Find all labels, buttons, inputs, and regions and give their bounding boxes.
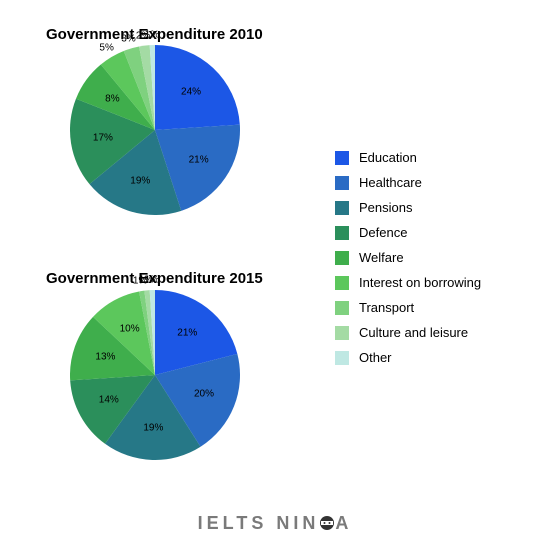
legend-swatch [335, 326, 349, 340]
legend-swatch [335, 301, 349, 315]
legend-label: Defence [359, 225, 407, 240]
legend-swatch [335, 176, 349, 190]
pie-chart-2010: 24%21%19%17%8%5%3%2%1% [70, 45, 240, 215]
legend-item: Pensions [335, 200, 481, 215]
brand-text-right: A [335, 513, 352, 533]
legend-item: Interest on borrowing [335, 275, 481, 290]
legend-label: Interest on borrowing [359, 275, 481, 290]
legend-swatch [335, 201, 349, 215]
chart-title-2015: Government Expenditure 2015 [46, 270, 263, 287]
legend-label: Transport [359, 300, 414, 315]
legend-swatch [335, 226, 349, 240]
legend-label: Pensions [359, 200, 412, 215]
legend-item: Transport [335, 300, 481, 315]
legend-swatch [335, 251, 349, 265]
pie-chart-2015: 21%20%19%14%13%10%1%1%1% [70, 290, 240, 460]
legend-item: Culture and leisure [335, 325, 481, 340]
pie-slice [155, 45, 240, 130]
legend-item: Education [335, 150, 481, 165]
legend-swatch [335, 276, 349, 290]
legend-item: Other [335, 350, 481, 365]
legend-label: Healthcare [359, 175, 422, 190]
legend-label: Welfare [359, 250, 404, 265]
legend-item: Healthcare [335, 175, 481, 190]
footer-brand: IELTS NIN A [0, 513, 550, 536]
legend-swatch [335, 351, 349, 365]
brand-text-left: IELTS NIN [198, 513, 320, 533]
legend-label: Other [359, 350, 392, 365]
legend-item: Defence [335, 225, 481, 240]
chart-title-2010: Government Expenditure 2010 [46, 26, 263, 43]
legend-label: Education [359, 150, 417, 165]
legend-label: Culture and leisure [359, 325, 468, 340]
ninja-icon [319, 515, 335, 536]
legend-item: Welfare [335, 250, 481, 265]
legend: Education Healthcare Pensions Defence Welfar… [335, 150, 481, 375]
legend-swatch [335, 151, 349, 165]
